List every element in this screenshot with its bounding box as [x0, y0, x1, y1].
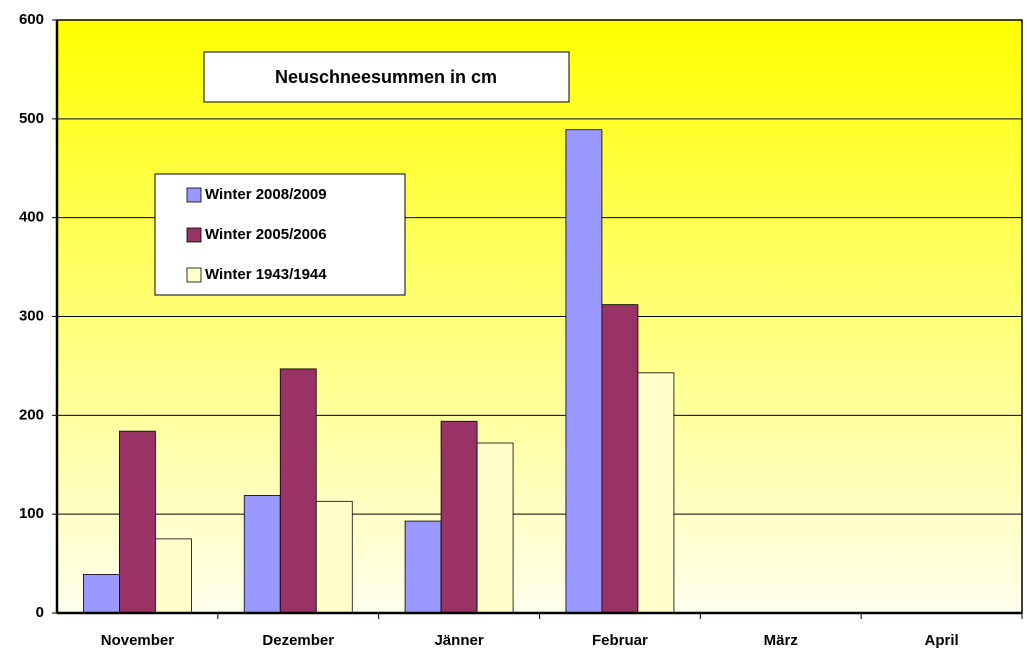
bar — [601, 304, 639, 614]
bar — [243, 494, 281, 614]
legend-label: Winter 2008/2009 — [205, 186, 327, 203]
y-tick-label: 100 — [19, 505, 44, 522]
bar — [440, 420, 478, 614]
legend-swatch — [186, 227, 202, 243]
y-tick-label: 600 — [19, 11, 44, 28]
chart-title: Neuschneesummen in cm — [275, 67, 497, 87]
bar — [83, 574, 120, 614]
bar — [119, 430, 156, 614]
bar — [476, 442, 514, 614]
title-box — [203, 51, 570, 103]
x-tick-label: Februar — [592, 632, 648, 649]
bar — [155, 538, 192, 614]
x-tick-label: März — [764, 632, 798, 649]
bar — [637, 372, 675, 614]
x-tick-label: Dezember — [262, 632, 334, 649]
x-tick-label: April — [924, 632, 958, 649]
x-tick-label: November — [101, 632, 175, 649]
y-tick-label: 200 — [19, 406, 44, 423]
bar — [279, 368, 317, 614]
x-tick-label: Jänner — [434, 632, 483, 649]
y-tick-label: 0 — [36, 604, 44, 621]
bar — [315, 500, 353, 614]
legend-swatch — [186, 187, 202, 203]
y-tick-label: 500 — [19, 110, 44, 127]
y-tick-label: 400 — [19, 209, 44, 226]
bar — [565, 129, 603, 614]
bar — [404, 520, 442, 614]
legend-label: Winter 2005/2006 — [205, 226, 327, 243]
y-tick-label: 300 — [19, 307, 44, 324]
legend-swatch — [186, 267, 202, 283]
legend-label: Winter 1943/1944 — [205, 266, 327, 283]
